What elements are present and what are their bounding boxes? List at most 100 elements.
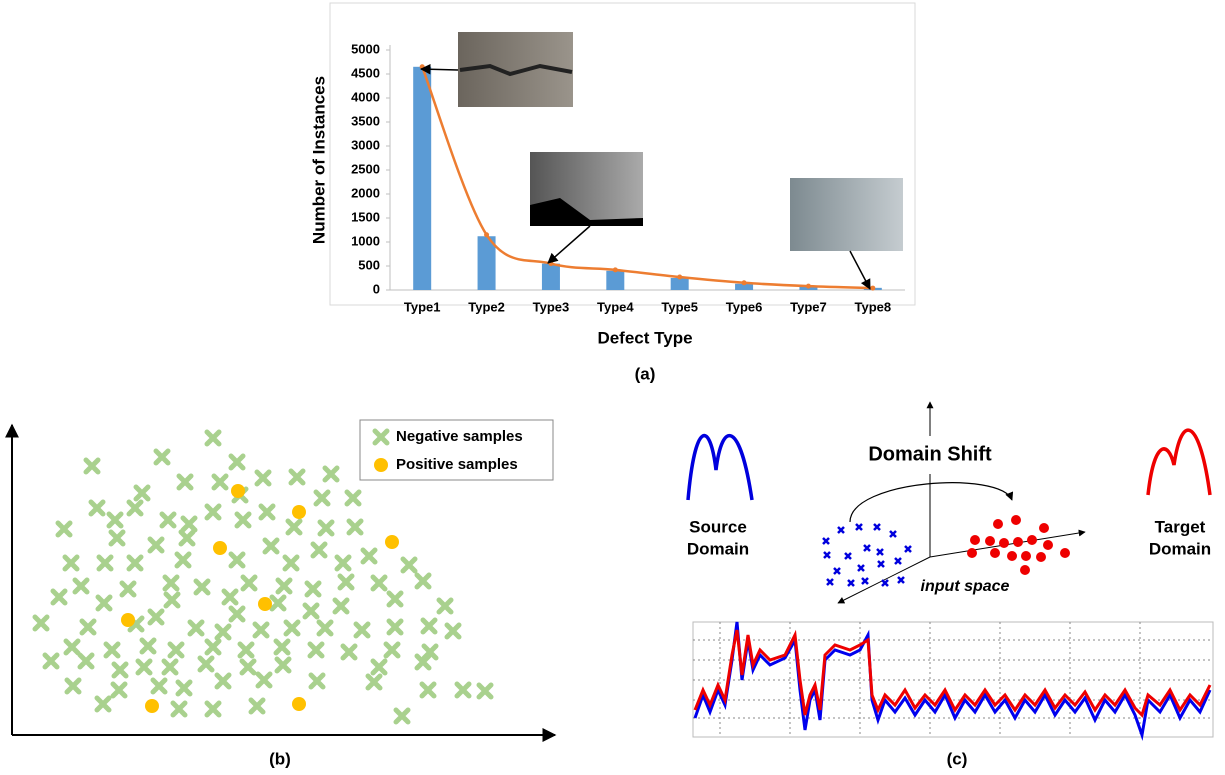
marker xyxy=(255,671,273,689)
marker xyxy=(307,641,325,659)
marker xyxy=(436,597,454,615)
marker xyxy=(32,614,50,632)
y-tick-label: 4500 xyxy=(351,65,380,80)
marker xyxy=(383,641,401,659)
marker xyxy=(62,554,80,572)
shift-arrow xyxy=(849,482,1014,523)
marker xyxy=(88,499,106,517)
marker xyxy=(304,580,322,598)
target-label: Domain xyxy=(1149,539,1211,558)
marker xyxy=(239,658,257,676)
marker xyxy=(228,453,246,471)
arrow xyxy=(849,250,871,290)
y-tick-label: 1000 xyxy=(351,233,380,248)
marker xyxy=(133,484,151,502)
marker xyxy=(170,700,188,718)
marker xyxy=(174,551,192,569)
marker xyxy=(103,641,121,659)
y-tick-label: 500 xyxy=(358,257,380,272)
caption: (b) xyxy=(269,749,291,768)
marker xyxy=(393,707,411,725)
marker xyxy=(42,652,60,670)
marker xyxy=(108,529,126,547)
marker xyxy=(273,638,291,656)
target-points xyxy=(967,515,1070,575)
bar xyxy=(735,283,754,290)
marker xyxy=(147,608,165,626)
arrow xyxy=(547,225,591,264)
marker xyxy=(135,658,153,676)
marker xyxy=(187,619,205,637)
source-label: Domain xyxy=(687,539,749,558)
marker xyxy=(161,658,179,676)
marker xyxy=(193,578,211,596)
marker xyxy=(176,473,194,491)
marker xyxy=(159,511,177,529)
x-axis-title: Defect Type xyxy=(597,328,692,347)
marker xyxy=(334,554,352,572)
marker xyxy=(288,468,306,486)
legend xyxy=(359,419,554,481)
marker xyxy=(228,605,246,623)
marker xyxy=(414,653,432,671)
point xyxy=(805,283,811,289)
caption: (c) xyxy=(947,749,968,768)
marker xyxy=(360,547,378,565)
shadow xyxy=(530,198,643,226)
arrow xyxy=(419,64,459,75)
marker xyxy=(386,590,404,608)
marker xyxy=(258,503,276,521)
marker xyxy=(476,682,494,700)
bar xyxy=(541,263,560,290)
source-signal xyxy=(693,621,1212,741)
marker xyxy=(340,643,358,661)
marker xyxy=(214,623,232,641)
marker xyxy=(204,700,222,718)
source-label: Source xyxy=(689,517,747,536)
marker xyxy=(316,619,334,637)
marker xyxy=(419,681,437,699)
marker xyxy=(308,672,326,690)
marker xyxy=(50,588,68,606)
point xyxy=(484,232,490,238)
marker xyxy=(302,602,320,620)
marker xyxy=(139,637,157,655)
target-signal xyxy=(693,629,1212,718)
marker xyxy=(94,695,112,713)
label-box xyxy=(828,436,1028,474)
marker xyxy=(344,489,362,507)
marker xyxy=(162,574,180,592)
marker xyxy=(365,673,383,691)
marker xyxy=(96,554,114,572)
x-tick-label: Type8 xyxy=(855,299,892,314)
marker xyxy=(63,638,81,656)
point xyxy=(677,274,683,280)
x-tick-label: Type2 xyxy=(468,299,505,314)
source-points xyxy=(822,523,912,587)
y-axis-title: Number of Instances xyxy=(309,76,328,244)
marker xyxy=(145,699,159,713)
marker xyxy=(153,448,171,466)
marker xyxy=(322,465,340,483)
marker xyxy=(95,594,113,612)
crack xyxy=(459,63,573,77)
marker xyxy=(248,697,266,715)
marker xyxy=(121,613,135,627)
diagram-c: Domain Shift Source Domain Target Domain… xyxy=(686,401,1214,768)
marker xyxy=(77,652,95,670)
x-tick-label: Type4 xyxy=(597,299,634,314)
y-tick-label: 5000 xyxy=(351,41,380,56)
marker xyxy=(150,677,168,695)
marker xyxy=(126,554,144,572)
marker xyxy=(386,618,404,636)
marker xyxy=(285,518,303,536)
marker xyxy=(292,505,306,519)
axis xyxy=(837,556,931,604)
legend-label: Negative samples xyxy=(396,428,523,445)
x-tick-label: Type6 xyxy=(726,299,763,314)
y-tick-label: 2000 xyxy=(351,185,380,200)
marker xyxy=(400,556,418,574)
marker xyxy=(106,511,124,529)
marker xyxy=(283,619,301,637)
